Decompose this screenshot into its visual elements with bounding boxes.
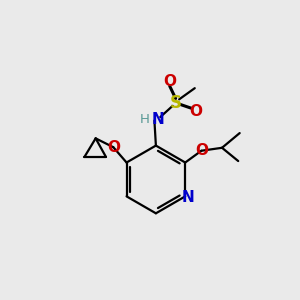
Text: O: O <box>163 74 176 89</box>
Text: O: O <box>195 143 208 158</box>
Text: S: S <box>169 94 181 112</box>
Text: N: N <box>181 190 194 205</box>
Text: O: O <box>189 103 202 118</box>
Text: O: O <box>107 140 120 155</box>
Text: H: H <box>140 112 150 126</box>
Text: N: N <box>152 112 164 127</box>
